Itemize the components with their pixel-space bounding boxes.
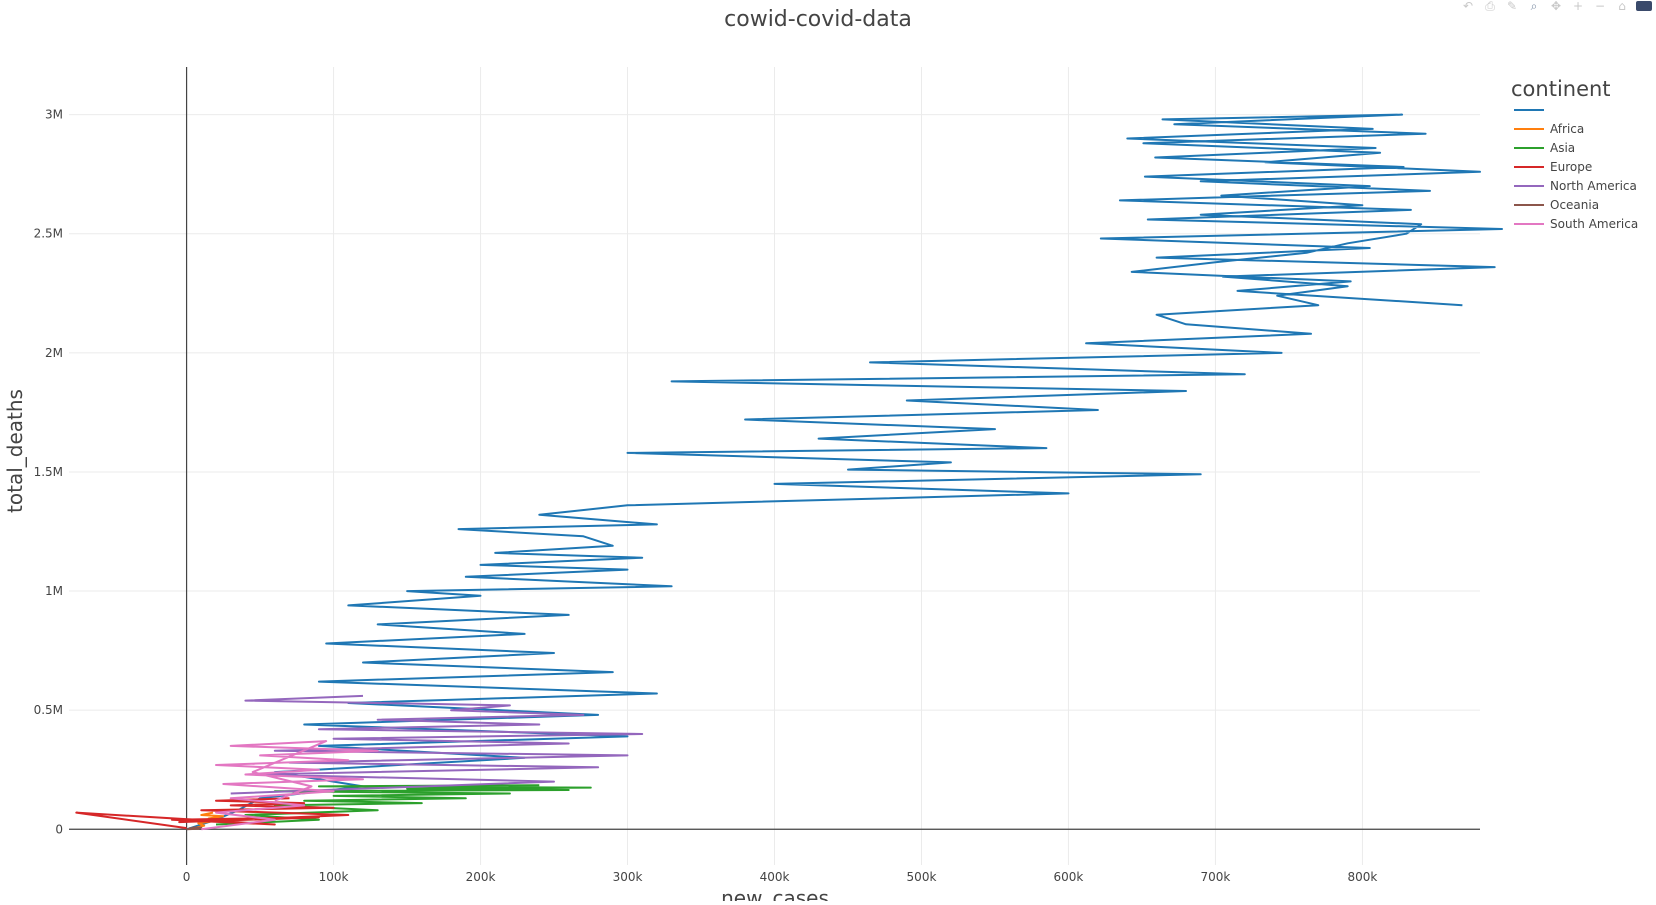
y-tick-label: 1.5M	[34, 465, 63, 479]
reset-axes-icon[interactable]: ⌂	[1618, 0, 1626, 13]
series-line-oceania[interactable]	[186, 826, 203, 831]
legend[interactable]: continent Africa Asia Europe North America O…	[1511, 77, 1638, 231]
series-lines[interactable]	[75, 113, 1503, 831]
legend-item-south-america[interactable]: South America	[1550, 217, 1638, 231]
gridlines	[69, 67, 1480, 865]
series-line-north-america[interactable]	[230, 694, 644, 795]
axes	[69, 67, 1480, 865]
y-axis-label: total_deaths	[3, 389, 27, 513]
zoom-in-icon[interactable]: +	[1572, 0, 1584, 13]
series-line-europe[interactable]	[75, 797, 350, 830]
x-tick-label: 100k	[319, 870, 349, 884]
legend-item-europe[interactable]: Europe	[1550, 160, 1592, 174]
legend-item-asia[interactable]: Asia	[1550, 141, 1575, 155]
y-tick-label: 2M	[45, 346, 63, 360]
legend-item-africa[interactable]: Africa	[1550, 122, 1584, 136]
plotly-logo-icon[interactable]	[1636, 1, 1652, 11]
download-plot-icon[interactable]: ⎙	[1485, 0, 1495, 13]
legend-item-north-america[interactable]: North America	[1550, 179, 1637, 193]
series-line-asia[interactable]	[215, 784, 592, 826]
x-tick-label: 600k	[1054, 870, 1084, 884]
x-tick-label: 700k	[1201, 870, 1231, 884]
pan-icon[interactable]: ✥	[1550, 0, 1562, 13]
edit-chart-icon[interactable]: ✎	[1506, 0, 1518, 13]
x-tick-label: 0	[183, 870, 191, 884]
y-tick-label: 1M	[45, 584, 63, 598]
series-line-south-america[interactable]	[201, 740, 379, 831]
x-tick-label: 500k	[907, 870, 937, 884]
series-line-unnamed[interactable]	[186, 113, 1503, 831]
y-tick-label: 0	[55, 822, 63, 836]
legend-item-oceania[interactable]: Oceania	[1550, 198, 1599, 212]
undo-icon[interactable]: ↶	[1462, 0, 1474, 13]
x-tick-label: 400k	[760, 870, 790, 884]
x-tick-label: 800k	[1347, 870, 1377, 884]
y-tick-label: 3M	[45, 108, 63, 122]
tick-labels: 0 100k 200k 300k 400k 500k 600k 700k 800k 0 0.5M 1M…	[34, 108, 1378, 884]
x-tick-label: 300k	[613, 870, 643, 884]
x-tick-label: 200k	[466, 870, 496, 884]
x-axis-label: new_cases	[721, 886, 829, 901]
zoom-out-icon[interactable]: −	[1594, 0, 1606, 13]
legend-title: continent	[1511, 77, 1611, 101]
modebar: ↶ ⎙ ✎ ⌕ ✥ + − ⌂	[1460, 0, 1656, 14]
y-tick-label: 2.5M	[34, 227, 63, 241]
y-tick-label: 0.5M	[34, 703, 63, 717]
zoom-icon[interactable]: ⌕	[1530, 0, 1538, 13]
chart-title: cowid-covid-data	[724, 7, 912, 32]
